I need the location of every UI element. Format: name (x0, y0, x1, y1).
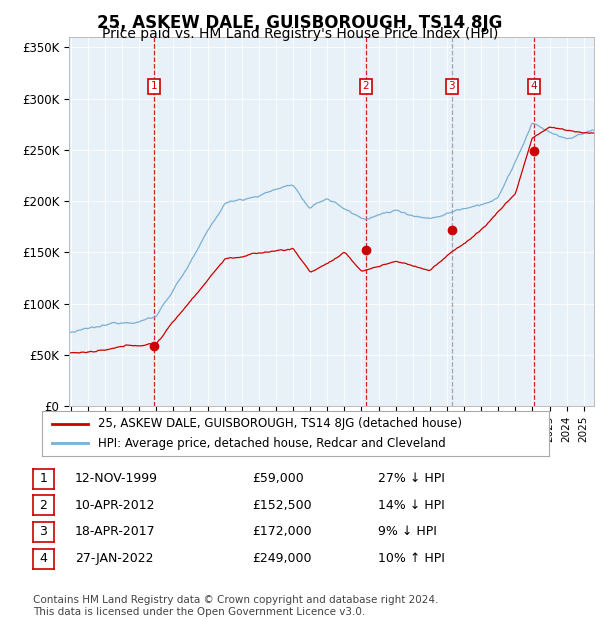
Text: 25, ASKEW DALE, GUISBOROUGH, TS14 8JG (detached house): 25, ASKEW DALE, GUISBOROUGH, TS14 8JG (d… (98, 417, 462, 430)
Text: 2: 2 (363, 81, 370, 91)
Text: 10% ↑ HPI: 10% ↑ HPI (378, 552, 445, 565)
Text: 27-JAN-2022: 27-JAN-2022 (75, 552, 154, 565)
Text: 9% ↓ HPI: 9% ↓ HPI (378, 526, 437, 538)
Text: 4: 4 (530, 81, 537, 91)
Text: Price paid vs. HM Land Registry's House Price Index (HPI): Price paid vs. HM Land Registry's House … (102, 27, 498, 42)
Text: £59,000: £59,000 (252, 472, 304, 485)
Text: HPI: Average price, detached house, Redcar and Cleveland: HPI: Average price, detached house, Redc… (98, 436, 446, 450)
Text: 4: 4 (40, 552, 47, 565)
Text: 1: 1 (40, 472, 47, 485)
Text: 1: 1 (151, 81, 157, 91)
Text: 14% ↓ HPI: 14% ↓ HPI (378, 499, 445, 511)
Text: £172,000: £172,000 (252, 526, 311, 538)
Text: 3: 3 (449, 81, 455, 91)
Text: 12-NOV-1999: 12-NOV-1999 (75, 472, 158, 485)
Text: 18-APR-2017: 18-APR-2017 (75, 526, 155, 538)
Text: 27% ↓ HPI: 27% ↓ HPI (378, 472, 445, 485)
Text: 10-APR-2012: 10-APR-2012 (75, 499, 155, 511)
Text: £249,000: £249,000 (252, 552, 311, 565)
Text: 3: 3 (40, 526, 47, 538)
Text: 2: 2 (40, 499, 47, 511)
Text: Contains HM Land Registry data © Crown copyright and database right 2024.
This d: Contains HM Land Registry data © Crown c… (33, 595, 439, 617)
Text: £152,500: £152,500 (252, 499, 311, 511)
Text: 25, ASKEW DALE, GUISBOROUGH, TS14 8JG: 25, ASKEW DALE, GUISBOROUGH, TS14 8JG (97, 14, 503, 32)
